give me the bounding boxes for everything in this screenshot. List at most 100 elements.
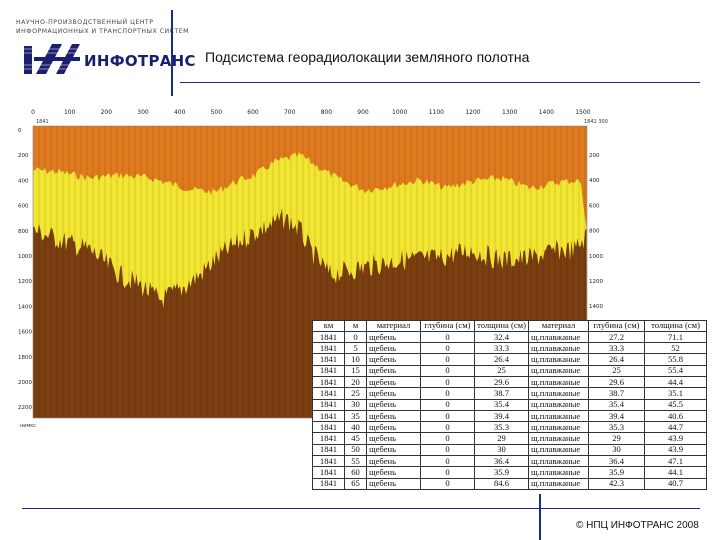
table-cell: щ.плавжаные xyxy=(528,443,589,456)
table-cell: 40.6 xyxy=(644,409,707,423)
table-cell: щебень xyxy=(366,454,421,468)
table-cell: 1841 xyxy=(312,376,345,389)
radar-x-tick-label: 1100 xyxy=(429,109,444,116)
table-cell: 32.4 xyxy=(474,330,529,344)
table-cell: 35.3 xyxy=(588,421,645,434)
radar-y-tick-label: 1800 xyxy=(18,355,32,361)
radar-x-tick-label: 400 xyxy=(174,109,186,116)
table-cell: 55.4 xyxy=(644,364,707,378)
table-cell: 33.3 xyxy=(588,342,645,355)
logo-line-2: ИНФОРМАЦИОННЫХ И ТРАНСПОРТНЫХ СИСТЕМ xyxy=(16,28,190,35)
table-row: 1841 35 щебень 0 39.4 щ.плавжаные 39.4 40.6 xyxy=(312,409,707,423)
radar-x-tick-label: 800 xyxy=(321,109,333,116)
table-cell: щ.плавжаные xyxy=(528,342,589,355)
table-row: 1841 5 щебень 0 33.3 щ.плавжаные 33.3 52 xyxy=(312,342,707,355)
table-cell: 0 xyxy=(420,376,475,389)
table-cell: щебень xyxy=(366,364,421,378)
table-cell: 0 xyxy=(420,398,475,411)
table-cell: 1841 xyxy=(312,432,345,445)
radar-y-tick-label: 2000 xyxy=(18,380,32,386)
table-cell: 5 xyxy=(344,342,367,355)
radar-frame xyxy=(32,125,588,419)
table-cell: 0 xyxy=(420,342,475,355)
radar-x-tick-label: 1500 xyxy=(575,109,590,116)
table-cell: щебень xyxy=(366,443,421,456)
layer-data-table: км м материал глубина (см) толщина (см) матер… xyxy=(312,320,707,491)
table-cell: щ.плавжаные xyxy=(528,398,589,411)
radar-y-tick-label: 0 xyxy=(18,128,22,134)
table-cell: 29 xyxy=(474,432,529,445)
radar-y-tick-label: 1000 xyxy=(18,254,32,260)
table-cell: 43.9 xyxy=(644,432,707,445)
table-cell: 0 xyxy=(420,364,475,378)
table-cell: 36.4 xyxy=(474,454,529,468)
table-cell: щ.плавжаные xyxy=(528,330,589,344)
radar-x-tick-label: 700 xyxy=(284,109,296,116)
radar-x-tick-label: 300 xyxy=(137,109,149,116)
radar-x-tick-label: 1400 xyxy=(539,109,554,116)
radar-x-tick-label: 100 xyxy=(64,109,76,116)
table-cell: 40.7 xyxy=(644,477,707,491)
table-cell: 30 xyxy=(588,443,645,456)
table-cell: 44.1 xyxy=(644,466,707,479)
table-cell: щебень xyxy=(366,477,421,491)
radar-marker-left: 1841 xyxy=(36,119,49,125)
table-row: 1841 20 щебень 0 29.6 щ.плавжаные 29.6 44.4 xyxy=(312,376,707,389)
table-header-row: км м материал глубина (см) толщина (см) матер… xyxy=(312,320,707,332)
table-header-cell: м xyxy=(344,320,367,332)
table-cell: 35.4 xyxy=(474,398,529,411)
table-cell: 39.4 xyxy=(588,409,645,423)
table-cell: щ.плавжаные xyxy=(528,387,589,400)
table-cell: 35 xyxy=(344,409,367,423)
table-cell: 38.7 xyxy=(474,387,529,400)
table-cell: 25 xyxy=(474,364,529,378)
table-header-cell: толщина (см) xyxy=(644,320,707,332)
table-cell: 60 xyxy=(344,466,367,479)
table-cell: щ.плавжаные xyxy=(528,353,589,366)
table-cell: 38.7 xyxy=(588,387,645,400)
radar-x-tick-label: 600 xyxy=(247,109,259,116)
radar-y-tick-label: 200 xyxy=(18,153,29,159)
table-cell: 0 xyxy=(420,421,475,434)
footer-vertical-rule xyxy=(539,494,541,540)
table-cell: щ.плавжаные xyxy=(528,376,589,389)
table-cell: 27.2 xyxy=(588,330,645,344)
radar-y-tick-label-right: 1000 xyxy=(589,254,603,260)
table-cell: 0 xyxy=(344,330,367,344)
radar-x-tick-label: 1000 xyxy=(392,109,407,116)
table-cell: 1841 xyxy=(312,466,345,479)
table-cell: 33.3 xyxy=(474,342,529,355)
table-cell: щебень xyxy=(366,353,421,366)
table-cell: 25 xyxy=(344,387,367,400)
table-cell: щ.плавжаные xyxy=(528,454,589,468)
table-body: 1841 0 щебень 0 32.4 щ.плавжаные 27.2 71.1 1841 5… xyxy=(312,330,707,491)
table-cell: 47.1 xyxy=(644,454,707,468)
table-cell: щ.плавжаные xyxy=(528,477,589,491)
table-cell: 29.6 xyxy=(474,376,529,389)
table-cell: 0 xyxy=(420,477,475,491)
radar-y-tick-label-right: 1200 xyxy=(589,279,603,285)
table-cell: 0 xyxy=(420,387,475,400)
table-cell: 0 xyxy=(420,330,475,344)
logo-name: ИНФОТРАНС xyxy=(84,52,196,70)
table-cell: 35.3 xyxy=(474,421,529,434)
footer-horizontal-rule xyxy=(22,508,700,509)
table-cell: щ.плавжаные xyxy=(528,409,589,423)
header-vertical-rule xyxy=(171,10,173,96)
table-header-cell: материал xyxy=(528,320,589,332)
table-cell: щебень xyxy=(366,398,421,411)
radar-x-tick-label: 1200 xyxy=(465,109,480,116)
table-cell: 29.6 xyxy=(588,376,645,389)
table-row: 1841 10 щебень 0 26.4 щ.плавжаные 26.4 55.8 xyxy=(312,353,707,366)
table-cell: щебень xyxy=(366,376,421,389)
table-cell: 1841 xyxy=(312,353,345,366)
radar-y-ticks-right: 200 400 600 800 1000 1200 1400 xyxy=(589,153,603,310)
radar-y-ticks-left: 0 200 400 600 800 1000 1200 1400 1600 1800 2000 220… xyxy=(18,128,32,411)
copyright-footer: © НПЦ ИНФОТРАНС 2008 xyxy=(576,520,699,531)
table-cell: 1841 xyxy=(312,421,345,434)
radar-y-tick-label-right: 800 xyxy=(589,229,600,235)
company-logo: НАУЧНО-ПРОИЗВОДСТВЕННЫЙ ЦЕНТР ИНФОРМАЦИО… xyxy=(16,10,196,80)
table-cell: щ.плавжаные xyxy=(528,432,589,445)
table-cell: 71.1 xyxy=(644,330,707,344)
table-cell: 44.7 xyxy=(644,421,707,434)
